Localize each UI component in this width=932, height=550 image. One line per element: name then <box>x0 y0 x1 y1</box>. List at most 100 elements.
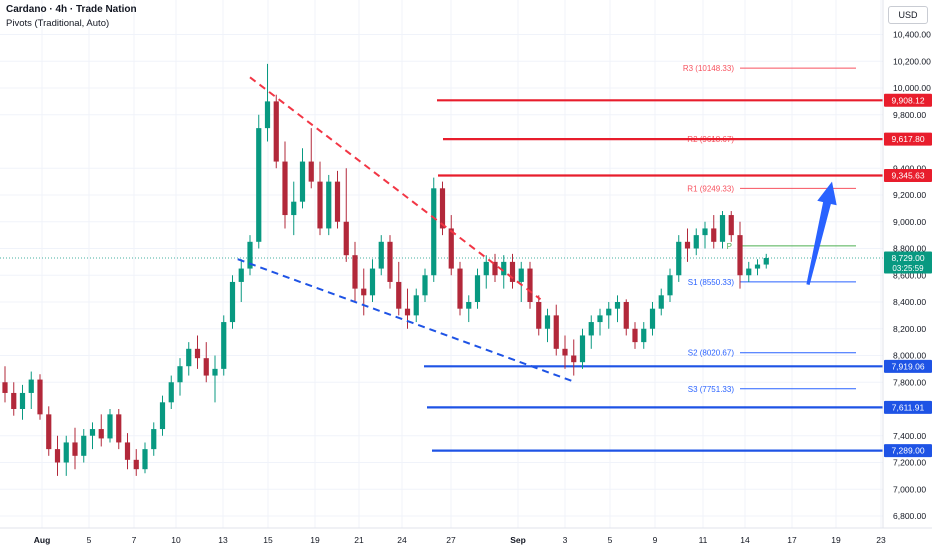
candle-body <box>544 315 551 329</box>
candle-body <box>562 348 568 356</box>
price-tick-label: 10,000.00 <box>893 83 931 93</box>
time-tick-label: 14 <box>740 535 750 545</box>
candle-body <box>457 268 463 309</box>
candle-body <box>81 435 87 456</box>
time-tick-label: 21 <box>354 535 364 545</box>
grid-lines <box>0 0 883 528</box>
time-tick-label: Sep <box>510 535 526 545</box>
candle-body <box>527 268 533 302</box>
price-tick-label: 10,400.00 <box>893 30 931 40</box>
resistance-level-badge-bg <box>884 169 932 183</box>
candle-body <box>439 188 446 229</box>
candle-body <box>754 264 761 269</box>
candle-body <box>142 449 148 470</box>
price-tick-label: 7,000.00 <box>893 484 926 494</box>
candle-body <box>177 366 183 383</box>
time-tick-label: 5 <box>87 535 92 545</box>
candle-body <box>11 392 17 409</box>
candle-body <box>2 382 8 393</box>
time-tick-label: 7 <box>132 535 137 545</box>
candle-body <box>98 429 104 439</box>
candle-body <box>606 308 612 316</box>
candle-body <box>28 379 34 393</box>
candle-body <box>168 382 174 403</box>
candle-body <box>474 275 481 302</box>
candle-body <box>387 241 393 282</box>
pivot-label-s3: S3 (7751.33) <box>688 385 735 394</box>
candle-body <box>54 449 61 463</box>
candle-body <box>37 379 43 415</box>
candle-body <box>597 315 603 323</box>
resistance-level-badge: 9,617.80 <box>891 134 924 144</box>
time-tick-label: 27 <box>446 535 456 545</box>
price-tick-label: 8,400.00 <box>893 297 926 307</box>
candle-body <box>404 308 411 316</box>
wedge-trendlines[interactable] <box>237 76 576 384</box>
candle-body <box>343 221 349 256</box>
candle-body <box>273 101 279 162</box>
price-tick-label: 10,200.00 <box>893 56 931 66</box>
time-tick-label: 5 <box>608 535 613 545</box>
candle-body <box>422 275 428 296</box>
time-tick-label: 10 <box>171 535 181 545</box>
price-tick-label: 9,200.00 <box>893 190 926 200</box>
price-tick-label: 9,400.00 <box>893 163 926 173</box>
time-tick-label: 24 <box>397 535 407 545</box>
candle-body <box>536 302 542 329</box>
countdown-label: 03:25:59 <box>892 264 924 273</box>
candle-body <box>221 322 227 369</box>
candle-body <box>746 268 752 276</box>
candle-body <box>89 429 96 436</box>
support-level-badge: 7,919.06 <box>891 361 924 371</box>
candle-body <box>247 241 253 269</box>
price-tick-label: 6,800.00 <box>893 511 926 521</box>
candle-body <box>588 322 594 336</box>
candle-body <box>352 255 358 289</box>
candle-body <box>466 302 472 309</box>
pivot-label-r1: R1 (9249.33) <box>687 184 734 193</box>
currency-button[interactable]: USD <box>888 6 928 24</box>
candle-body <box>133 459 139 470</box>
candle-body <box>229 281 236 323</box>
time-tick-label: 11 <box>699 535 708 545</box>
candle-body <box>396 281 402 309</box>
candle-body <box>501 261 507 276</box>
wedge-upper-trendline[interactable] <box>249 76 542 301</box>
candle-body <box>667 275 673 296</box>
projection-arrow-up[interactable] <box>806 181 837 285</box>
projection-arrow[interactable] <box>806 181 837 285</box>
price-tick-label: 8,800.00 <box>893 244 926 254</box>
candle-body <box>291 201 297 216</box>
candle-body <box>46 414 52 450</box>
horizontal-levels[interactable] <box>0 99 883 452</box>
price-tick-label: 7,200.00 <box>893 458 926 468</box>
support-level-badge: 7,289.00 <box>891 446 924 456</box>
price-tick-label: 7,400.00 <box>893 431 926 441</box>
candle-body <box>518 268 524 282</box>
candlesticks <box>2 63 769 476</box>
resistance-level-badge: 9,345.63 <box>891 171 924 181</box>
candle-body <box>763 257 769 265</box>
time-tick-label: 23 <box>876 535 886 545</box>
support-level-badge-bg <box>884 359 932 373</box>
candle-body <box>107 414 113 439</box>
candle-body <box>623 302 629 329</box>
price-tick-label: 9,000.00 <box>893 217 926 227</box>
candle-body <box>212 368 218 376</box>
price-tick-label: 9,800.00 <box>893 110 926 120</box>
candle-body <box>571 355 577 363</box>
candle-body <box>641 328 647 343</box>
pivot-label-p: P <box>727 242 732 251</box>
time-axis[interactable]: Aug 5 7 10 13 15 19 21 24 27 Sep 3 5 9 11 14 17 19 23 <box>34 535 886 545</box>
price-axis[interactable]: 10,400.00 10,200.00 10,000.00 9,800.00 9,400… <box>893 30 931 522</box>
current-price-badge-bg <box>884 251 932 274</box>
candle-body <box>614 302 621 309</box>
candle-body <box>658 295 664 309</box>
pivot-label-s2: S2 (8020.67) <box>688 349 735 358</box>
candle-body <box>711 228 717 242</box>
candle-body <box>431 188 437 276</box>
candle-body <box>676 241 682 276</box>
time-tick-label: 9 <box>653 535 658 545</box>
candle-body <box>63 442 69 463</box>
